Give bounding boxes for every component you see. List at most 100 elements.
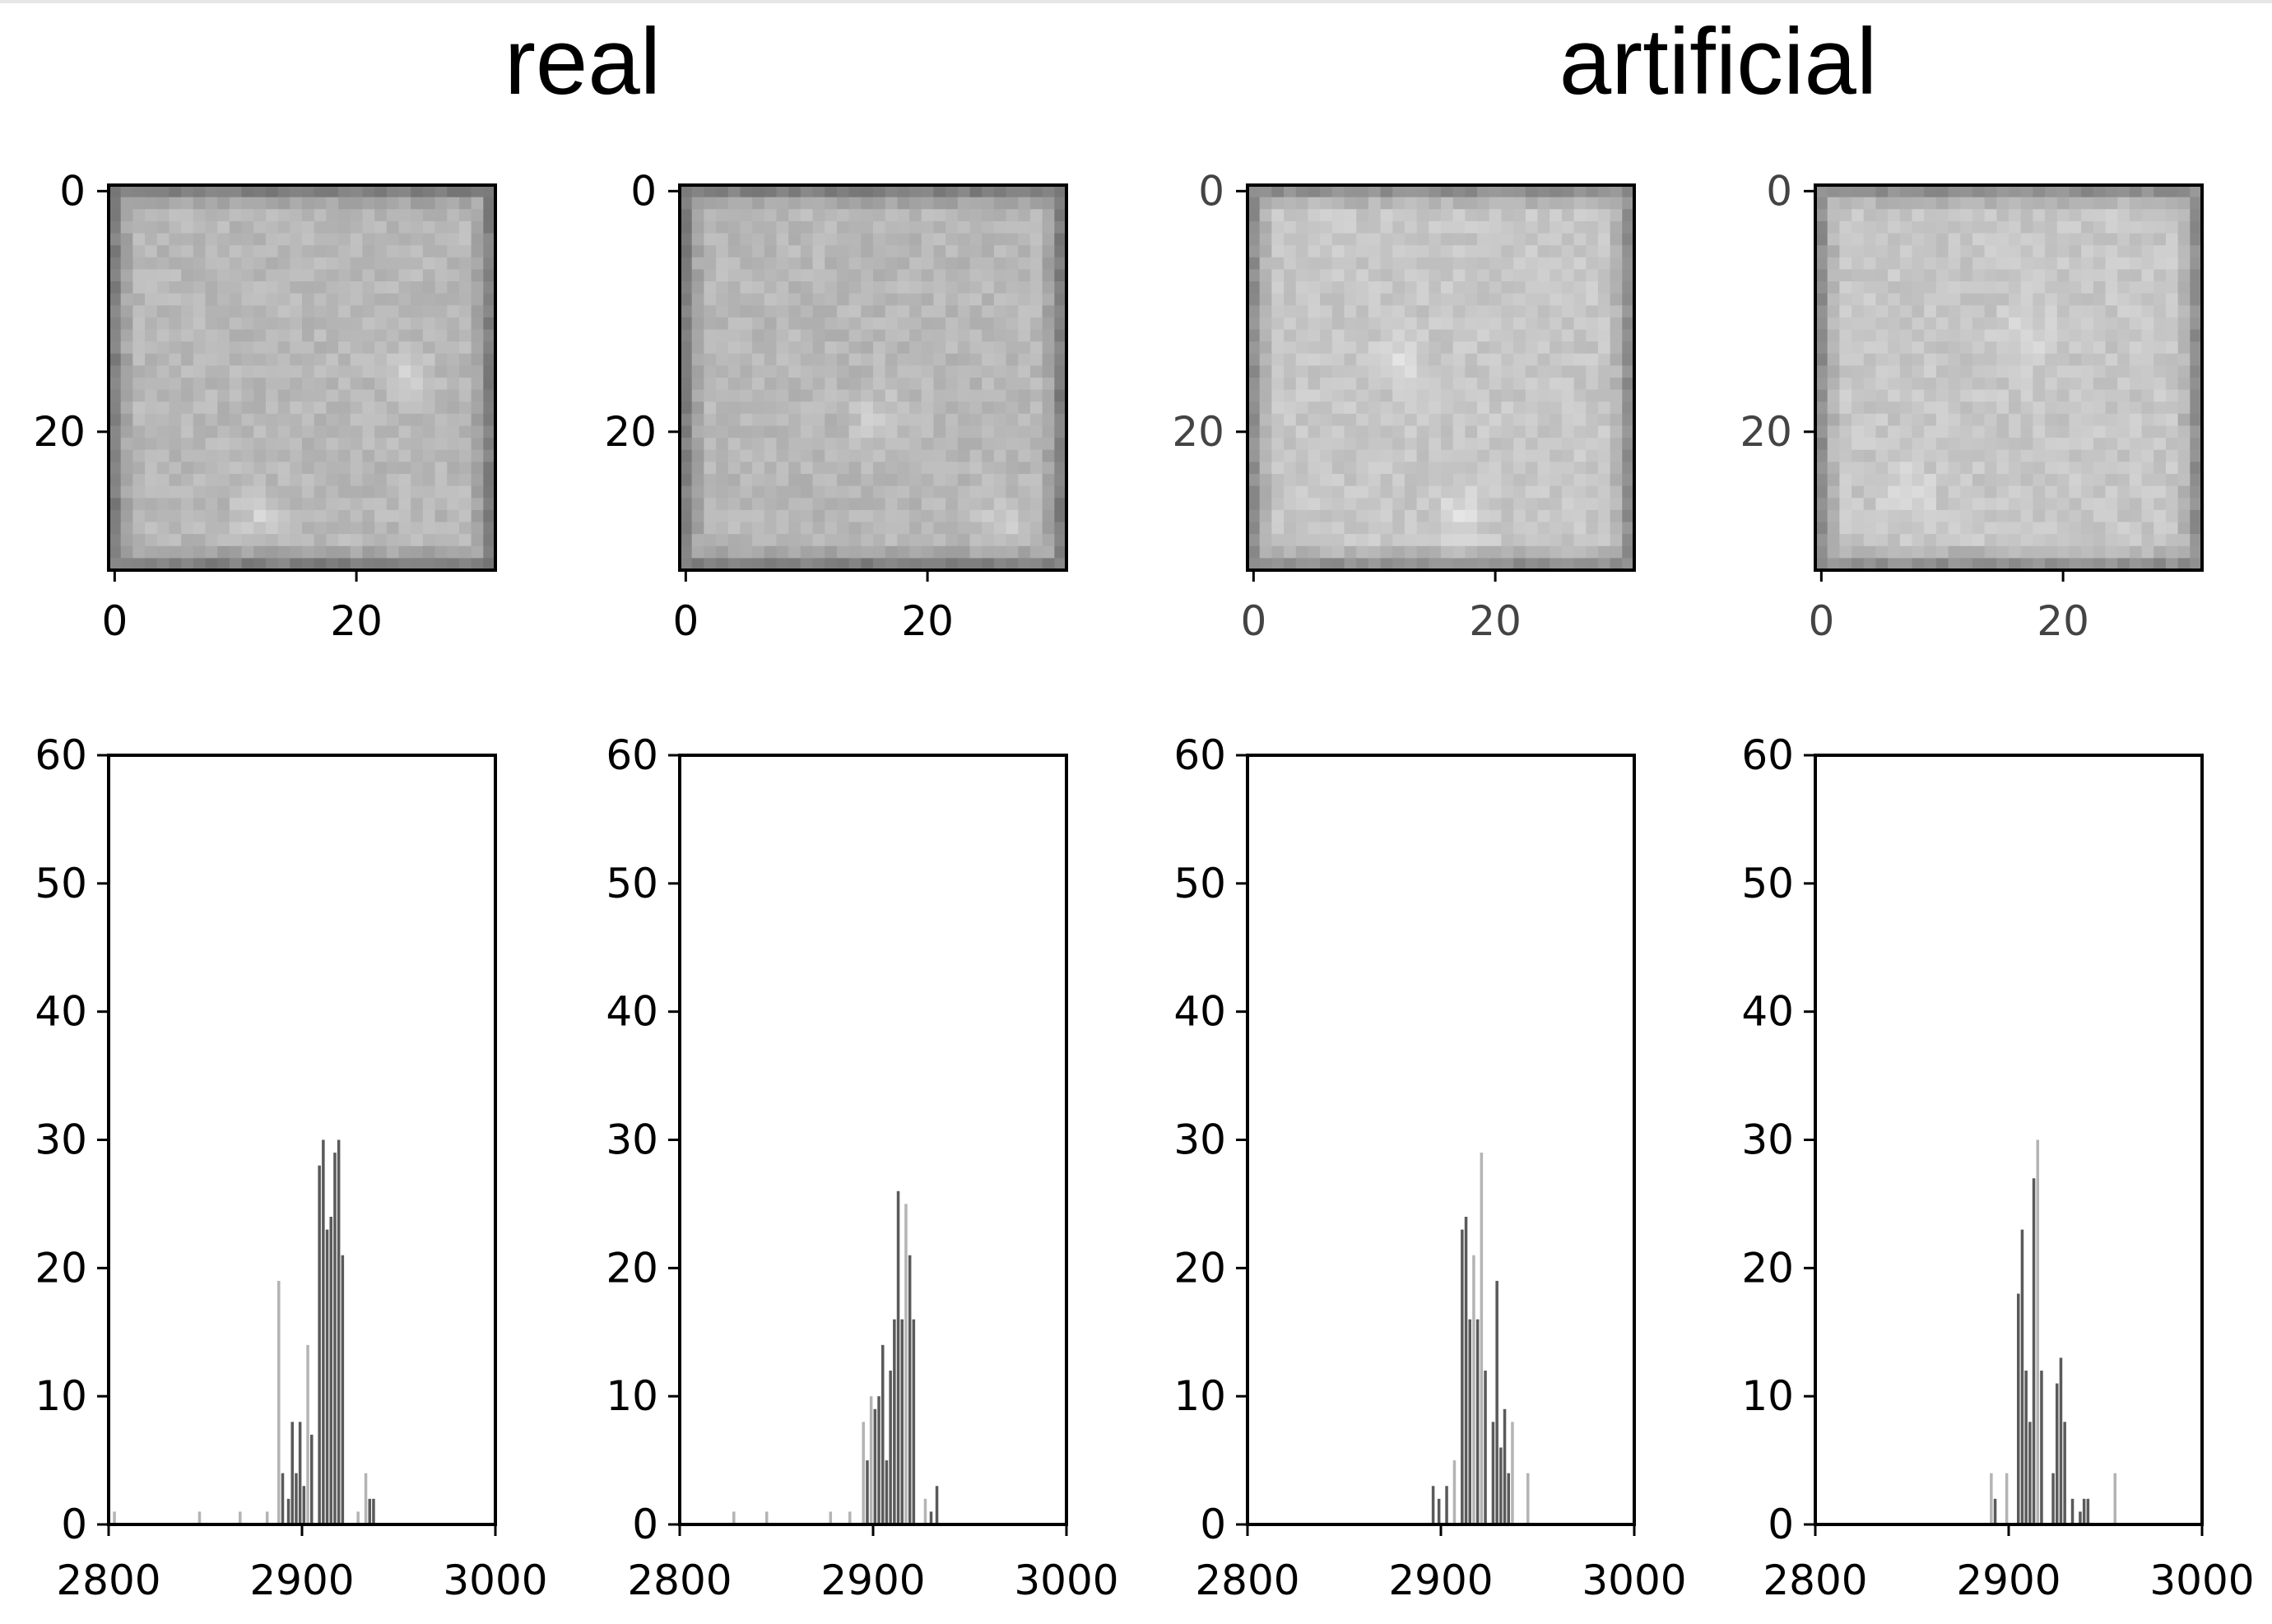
- image-pixel: [1597, 389, 1611, 402]
- image-pixel: [1899, 220, 1913, 234]
- image-pixel: [885, 305, 898, 318]
- image-pixel: [861, 233, 874, 246]
- image-pixel: [338, 257, 351, 270]
- image-pixel: [447, 498, 460, 511]
- image-pixel: [1948, 269, 1961, 282]
- image-pixel: [764, 329, 778, 342]
- image-pixel: [1477, 305, 1490, 318]
- image-pixel: [314, 353, 327, 366]
- image-pixel: [727, 449, 741, 462]
- image-pixel: [1984, 220, 1997, 234]
- image-pixel: [764, 353, 778, 366]
- image-pixel: [1852, 209, 1865, 222]
- image-pixel: [2141, 413, 2154, 427]
- image-pixel: [1573, 438, 1587, 451]
- image-pixel: [2056, 462, 2070, 475]
- image-pixel: [411, 269, 424, 282]
- image-pixel: [1248, 413, 1261, 427]
- image-pixel: [1586, 474, 1599, 487]
- image-pixel: [740, 425, 753, 438]
- image-pixel: [290, 185, 303, 198]
- image-pixel: [2056, 257, 2070, 270]
- image-pixel: [120, 329, 133, 342]
- image-pixel: [2093, 233, 2107, 246]
- image-pixel: [1525, 509, 1539, 523]
- image-pixel: [2190, 329, 2203, 342]
- image-pixel: [1586, 341, 1599, 355]
- y-tick-label: 50: [1741, 860, 1794, 907]
- image-pixel: [946, 462, 959, 475]
- image-pixel: [1018, 233, 1031, 246]
- histogram-bar: [929, 1511, 933, 1524]
- image-pixel: [1972, 425, 1986, 438]
- image-pixel: [2069, 498, 2082, 511]
- image-pixel: [1356, 413, 1369, 427]
- image-pixel: [1899, 197, 1913, 210]
- image-pixel: [229, 293, 243, 306]
- image-pixel: [145, 449, 158, 462]
- image-pixel: [716, 281, 729, 295]
- image-pixel: [1006, 197, 1019, 210]
- histogram-frame: [1246, 754, 1636, 1526]
- image-pixel: [716, 257, 729, 270]
- image-pixel: [740, 293, 753, 306]
- image-pixel: [1380, 293, 1393, 306]
- image-pixel: [1912, 329, 1925, 342]
- image-pixel: [1839, 378, 1852, 391]
- image-pixel: [362, 425, 375, 438]
- image-pixel: [2141, 257, 2154, 270]
- image-pixel: [1477, 425, 1490, 438]
- image-pixel: [1561, 522, 1575, 535]
- image-pixel: [2141, 185, 2154, 198]
- image-pixel: [241, 257, 254, 270]
- image-pixel: [1996, 449, 2009, 462]
- image-pixel: [909, 401, 922, 415]
- image-pixel: [704, 509, 717, 523]
- image-pixel: [1259, 378, 1272, 391]
- image-pixel: [873, 269, 886, 282]
- image-pixel: [1368, 558, 1382, 571]
- image-pixel: [1380, 498, 1393, 511]
- image-pixel: [1380, 341, 1393, 355]
- image-pixel: [1320, 474, 1333, 487]
- image-pixel: [374, 534, 388, 547]
- image-pixel: [326, 293, 339, 306]
- image-pixel: [957, 401, 971, 415]
- image-pixel: [812, 485, 825, 499]
- image-pixel: [921, 498, 935, 511]
- image-pixel: [362, 245, 375, 258]
- image-pixel: [788, 257, 801, 270]
- image-pixel: [1489, 449, 1503, 462]
- image-pixel: [1404, 474, 1418, 487]
- image-pixel: [1018, 281, 1031, 295]
- image-pixel: [241, 329, 254, 342]
- image-pixel: [434, 545, 448, 559]
- image-pixel: [1513, 449, 1526, 462]
- image-pixel: [1042, 245, 1055, 258]
- image-pixel: [2141, 197, 2154, 210]
- image-pixel: [290, 498, 303, 511]
- image-pixel: [326, 341, 339, 355]
- image-pixel: [993, 509, 1007, 523]
- image-pixel: [873, 281, 886, 295]
- image-pixel: [1295, 449, 1309, 462]
- image-pixel: [386, 197, 400, 210]
- image-pixel: [193, 558, 207, 571]
- histogram-bar: [869, 1396, 873, 1524]
- image-pixel: [1271, 197, 1285, 210]
- image-pixel: [727, 462, 741, 475]
- image-pixel: [825, 317, 838, 331]
- image-pixel: [1248, 185, 1261, 198]
- image-pixel: [362, 558, 375, 571]
- image-pixel: [326, 305, 339, 318]
- image-pixel: [483, 209, 496, 222]
- image-pixel: [2045, 534, 2058, 547]
- image-pixel: [993, 449, 1007, 462]
- image-pixel: [1416, 269, 1429, 282]
- image-pixel: [1561, 425, 1575, 438]
- image-pixel: [386, 245, 400, 258]
- image-pixel: [1477, 245, 1490, 258]
- histogram-bar: [2020, 1229, 2024, 1524]
- image-pixel: [1029, 353, 1043, 366]
- image-pixel: [362, 185, 375, 198]
